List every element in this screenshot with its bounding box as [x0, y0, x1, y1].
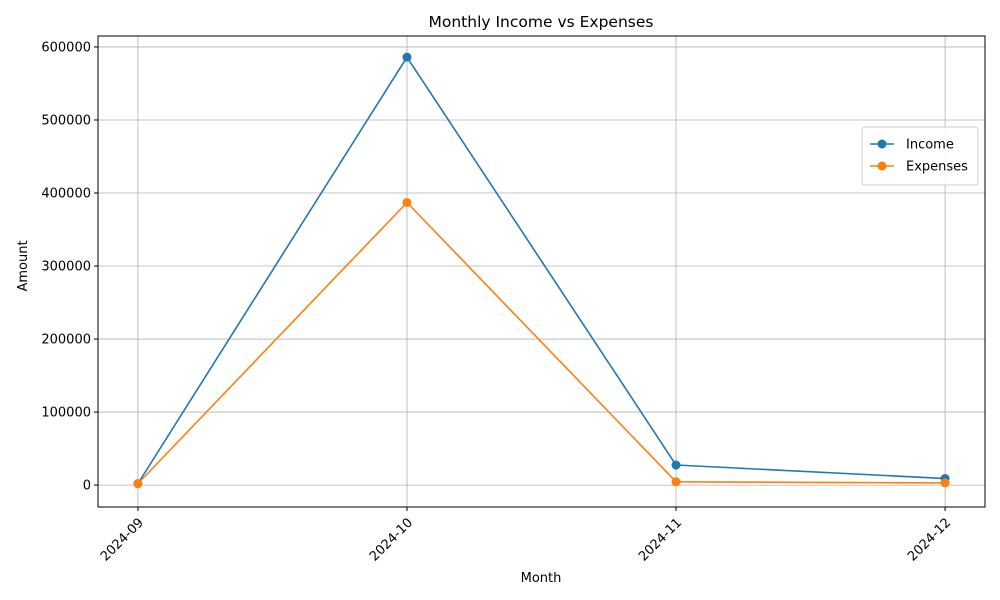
legend-label: Income [906, 138, 954, 153]
data-point-expenses [133, 479, 143, 489]
y-tick-label: 600000 [41, 40, 91, 55]
data-point-expenses [402, 197, 412, 207]
y-tick-label: 100000 [41, 406, 91, 421]
legend-item-income: Income [870, 138, 954, 153]
x-axis-label: Month [521, 571, 562, 586]
legend-box [861, 126, 979, 186]
series-layer [133, 52, 950, 489]
y-tick-label: 400000 [41, 187, 91, 202]
y-tick-label: 200000 [41, 333, 91, 348]
plot-area-frame [97, 35, 986, 508]
legend-label: Expenses [906, 160, 968, 175]
y-axis-label: Amount [16, 240, 31, 291]
chart-title: Monthly Income vs Expenses [429, 13, 654, 31]
y-tick-label: 300000 [41, 260, 91, 275]
y-axis: 0 100000 200000 300000 400000 500000 600000 [41, 40, 98, 494]
legend: Income Expenses [861, 126, 979, 186]
data-point-income [671, 460, 681, 470]
y-tick-label: 500000 [41, 113, 91, 128]
data-point-expenses [940, 478, 950, 488]
series-line-expenses [137, 201, 946, 485]
grid-lines [98, 36, 985, 507]
y-tick-label: 0 [83, 479, 91, 494]
data-point-expenses [671, 477, 681, 487]
series-expenses [133, 197, 950, 489]
legend-marker-swatch [877, 139, 887, 149]
legend-marker-swatch [877, 161, 887, 171]
legend-item-expenses: Expenses [870, 160, 968, 175]
data-point-income [402, 52, 412, 62]
series-line-income [137, 56, 946, 485]
